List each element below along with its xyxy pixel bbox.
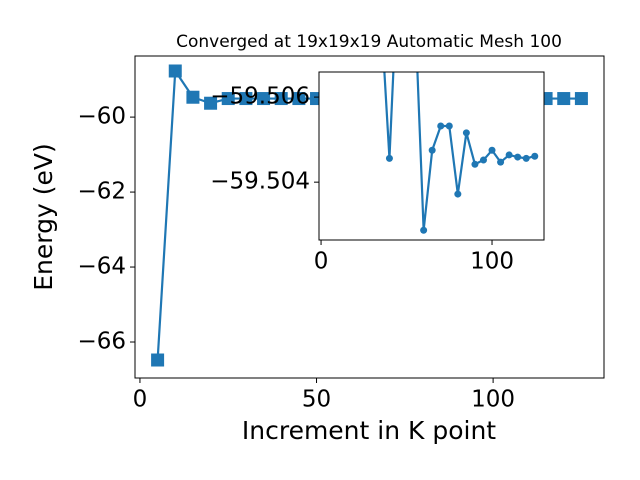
- marker: [462, 129, 470, 137]
- marker: [239, 92, 253, 106]
- plot-area: [377, 9, 539, 234]
- marker: [445, 122, 453, 130]
- x-tick-label: 100: [471, 387, 515, 413]
- marker: [488, 146, 496, 154]
- marker: [437, 122, 445, 130]
- marker: [377, 9, 384, 16]
- y-tick-label: −62: [77, 179, 126, 205]
- marker: [522, 154, 530, 162]
- marker: [574, 92, 588, 106]
- marker: [186, 90, 200, 104]
- marker: [471, 160, 479, 168]
- marker: [505, 151, 513, 159]
- marker: [274, 92, 288, 106]
- marker: [385, 154, 393, 162]
- x-tick-label: 50: [302, 387, 331, 413]
- y-tick-label: −59.506: [210, 84, 310, 110]
- marker: [454, 190, 462, 198]
- x-tick-label: 0: [133, 387, 148, 413]
- marker: [204, 96, 218, 110]
- y-tick-label: −59.504: [210, 169, 310, 195]
- x-tick-label: 100: [470, 249, 514, 275]
- y-tick-label: −60: [77, 104, 126, 130]
- axes-frame: [318, 71, 545, 241]
- marker: [557, 92, 571, 106]
- marker: [151, 353, 165, 367]
- marker: [514, 153, 522, 161]
- marker: [292, 92, 306, 106]
- marker: [420, 226, 428, 234]
- marker: [257, 92, 271, 106]
- y-axis-label: Energy (eV): [29, 143, 58, 290]
- axes-frame: [134, 55, 605, 379]
- x-tick-label: 0: [314, 249, 329, 275]
- marker: [412, 9, 419, 16]
- marker: [531, 152, 539, 160]
- x-axis-label: Increment in K point: [242, 416, 496, 445]
- marker: [479, 156, 487, 164]
- marker: [428, 146, 436, 154]
- y-tick-label: −64: [77, 254, 126, 280]
- marker: [168, 64, 182, 78]
- marker: [221, 92, 235, 106]
- chart-title: Converged at 19x19x19 Automatic Mesh 100: [176, 32, 562, 52]
- y-tick-label: −66: [77, 329, 126, 355]
- marker: [497, 158, 505, 166]
